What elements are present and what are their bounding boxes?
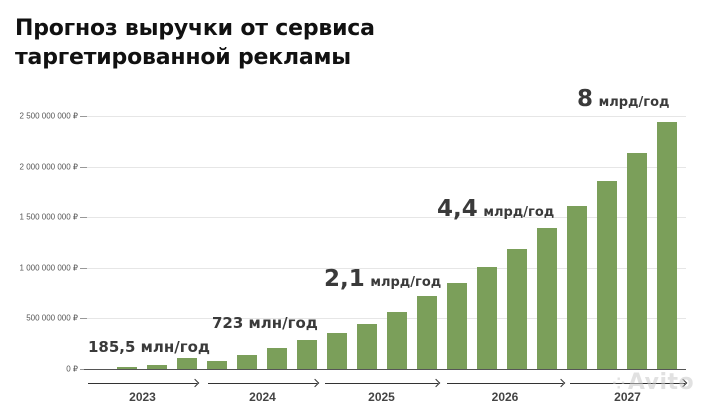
bar	[507, 249, 527, 369]
x-axis-year-label: 2027	[614, 390, 641, 404]
bar	[597, 180, 617, 369]
chart-title-line-1: Прогноз выручки от сервиса	[15, 16, 375, 41]
y-axis-label: 2 500 000 000 ₽	[19, 111, 78, 121]
chart-title: Прогноз выручки от сервиса таргетированн…	[15, 14, 375, 72]
bar	[567, 206, 587, 369]
y-tick-mark	[80, 318, 87, 320]
y-axis-label: 0 ₽	[66, 364, 78, 374]
year-range-arrow	[447, 383, 563, 384]
x-axis-year-label: 2025	[368, 390, 395, 404]
annotation-2025-unit: млрд/год	[370, 275, 442, 290]
y-axis-label: 500 000 000 ₽	[26, 313, 78, 323]
y-axis-label: 1 000 000 000 ₽	[19, 263, 78, 273]
year-range-arrow	[325, 383, 438, 384]
y-tick-mark	[80, 369, 87, 370]
avito-logo-icon: ⁘	[612, 374, 626, 393]
avito-watermark-text: Avito	[627, 370, 695, 395]
bar	[477, 266, 497, 369]
bar	[237, 354, 257, 369]
annotation-2023: 185,5 млн/год	[88, 338, 211, 356]
x-axis-year-label: 2026	[491, 390, 519, 404]
bar	[207, 360, 227, 369]
bar	[447, 282, 467, 369]
annotation-2027-unit: млрд/год	[598, 95, 670, 110]
annotation-2026-unit: млрд/год	[483, 205, 555, 220]
year-range-arrow	[208, 383, 317, 384]
bar	[417, 296, 437, 369]
annotation-2024: 723 млн/год	[212, 314, 318, 332]
gridline	[87, 267, 686, 269]
bar	[627, 152, 647, 369]
bar	[327, 333, 347, 369]
bar	[657, 122, 677, 369]
bar	[387, 311, 407, 369]
bar	[177, 357, 197, 369]
x-axis-year-label: 2023	[129, 390, 156, 404]
y-axis-label: 2 000 000 000 ₽	[19, 162, 78, 172]
y-tick-mark	[80, 267, 87, 269]
y-tick-mark	[80, 116, 87, 117]
bar	[357, 323, 377, 369]
gridline	[87, 217, 686, 219]
annotation-2026-value: 4,4	[437, 196, 478, 222]
chart-title-line-2: таргетированной рекламы	[15, 45, 351, 70]
annotation-2025-value: 2,1	[324, 266, 365, 292]
year-range-arrow	[570, 383, 685, 384]
bar	[537, 227, 557, 369]
bar	[297, 340, 317, 369]
x-axis-year-label: 2024	[249, 390, 276, 404]
bar	[117, 366, 137, 369]
gridline	[87, 318, 686, 320]
y-tick-mark	[80, 217, 87, 219]
bar	[267, 348, 287, 369]
annotation-2026: 4,4 млрд/год	[437, 196, 554, 222]
y-tick-mark	[80, 166, 87, 168]
avito-watermark: ⁘Avito	[612, 370, 694, 395]
x-axis-line	[84, 369, 686, 370]
gridline	[87, 166, 686, 168]
gridline	[87, 116, 686, 117]
annotation-2025: 2,1 млрд/год	[324, 266, 441, 292]
year-range-arrow	[88, 383, 197, 384]
y-axis-label: 1 500 000 000 ₽	[19, 212, 78, 222]
annotation-2027: 8 млрд/год	[577, 86, 670, 112]
bar	[147, 364, 167, 369]
annotation-2027-value: 8	[577, 86, 594, 112]
